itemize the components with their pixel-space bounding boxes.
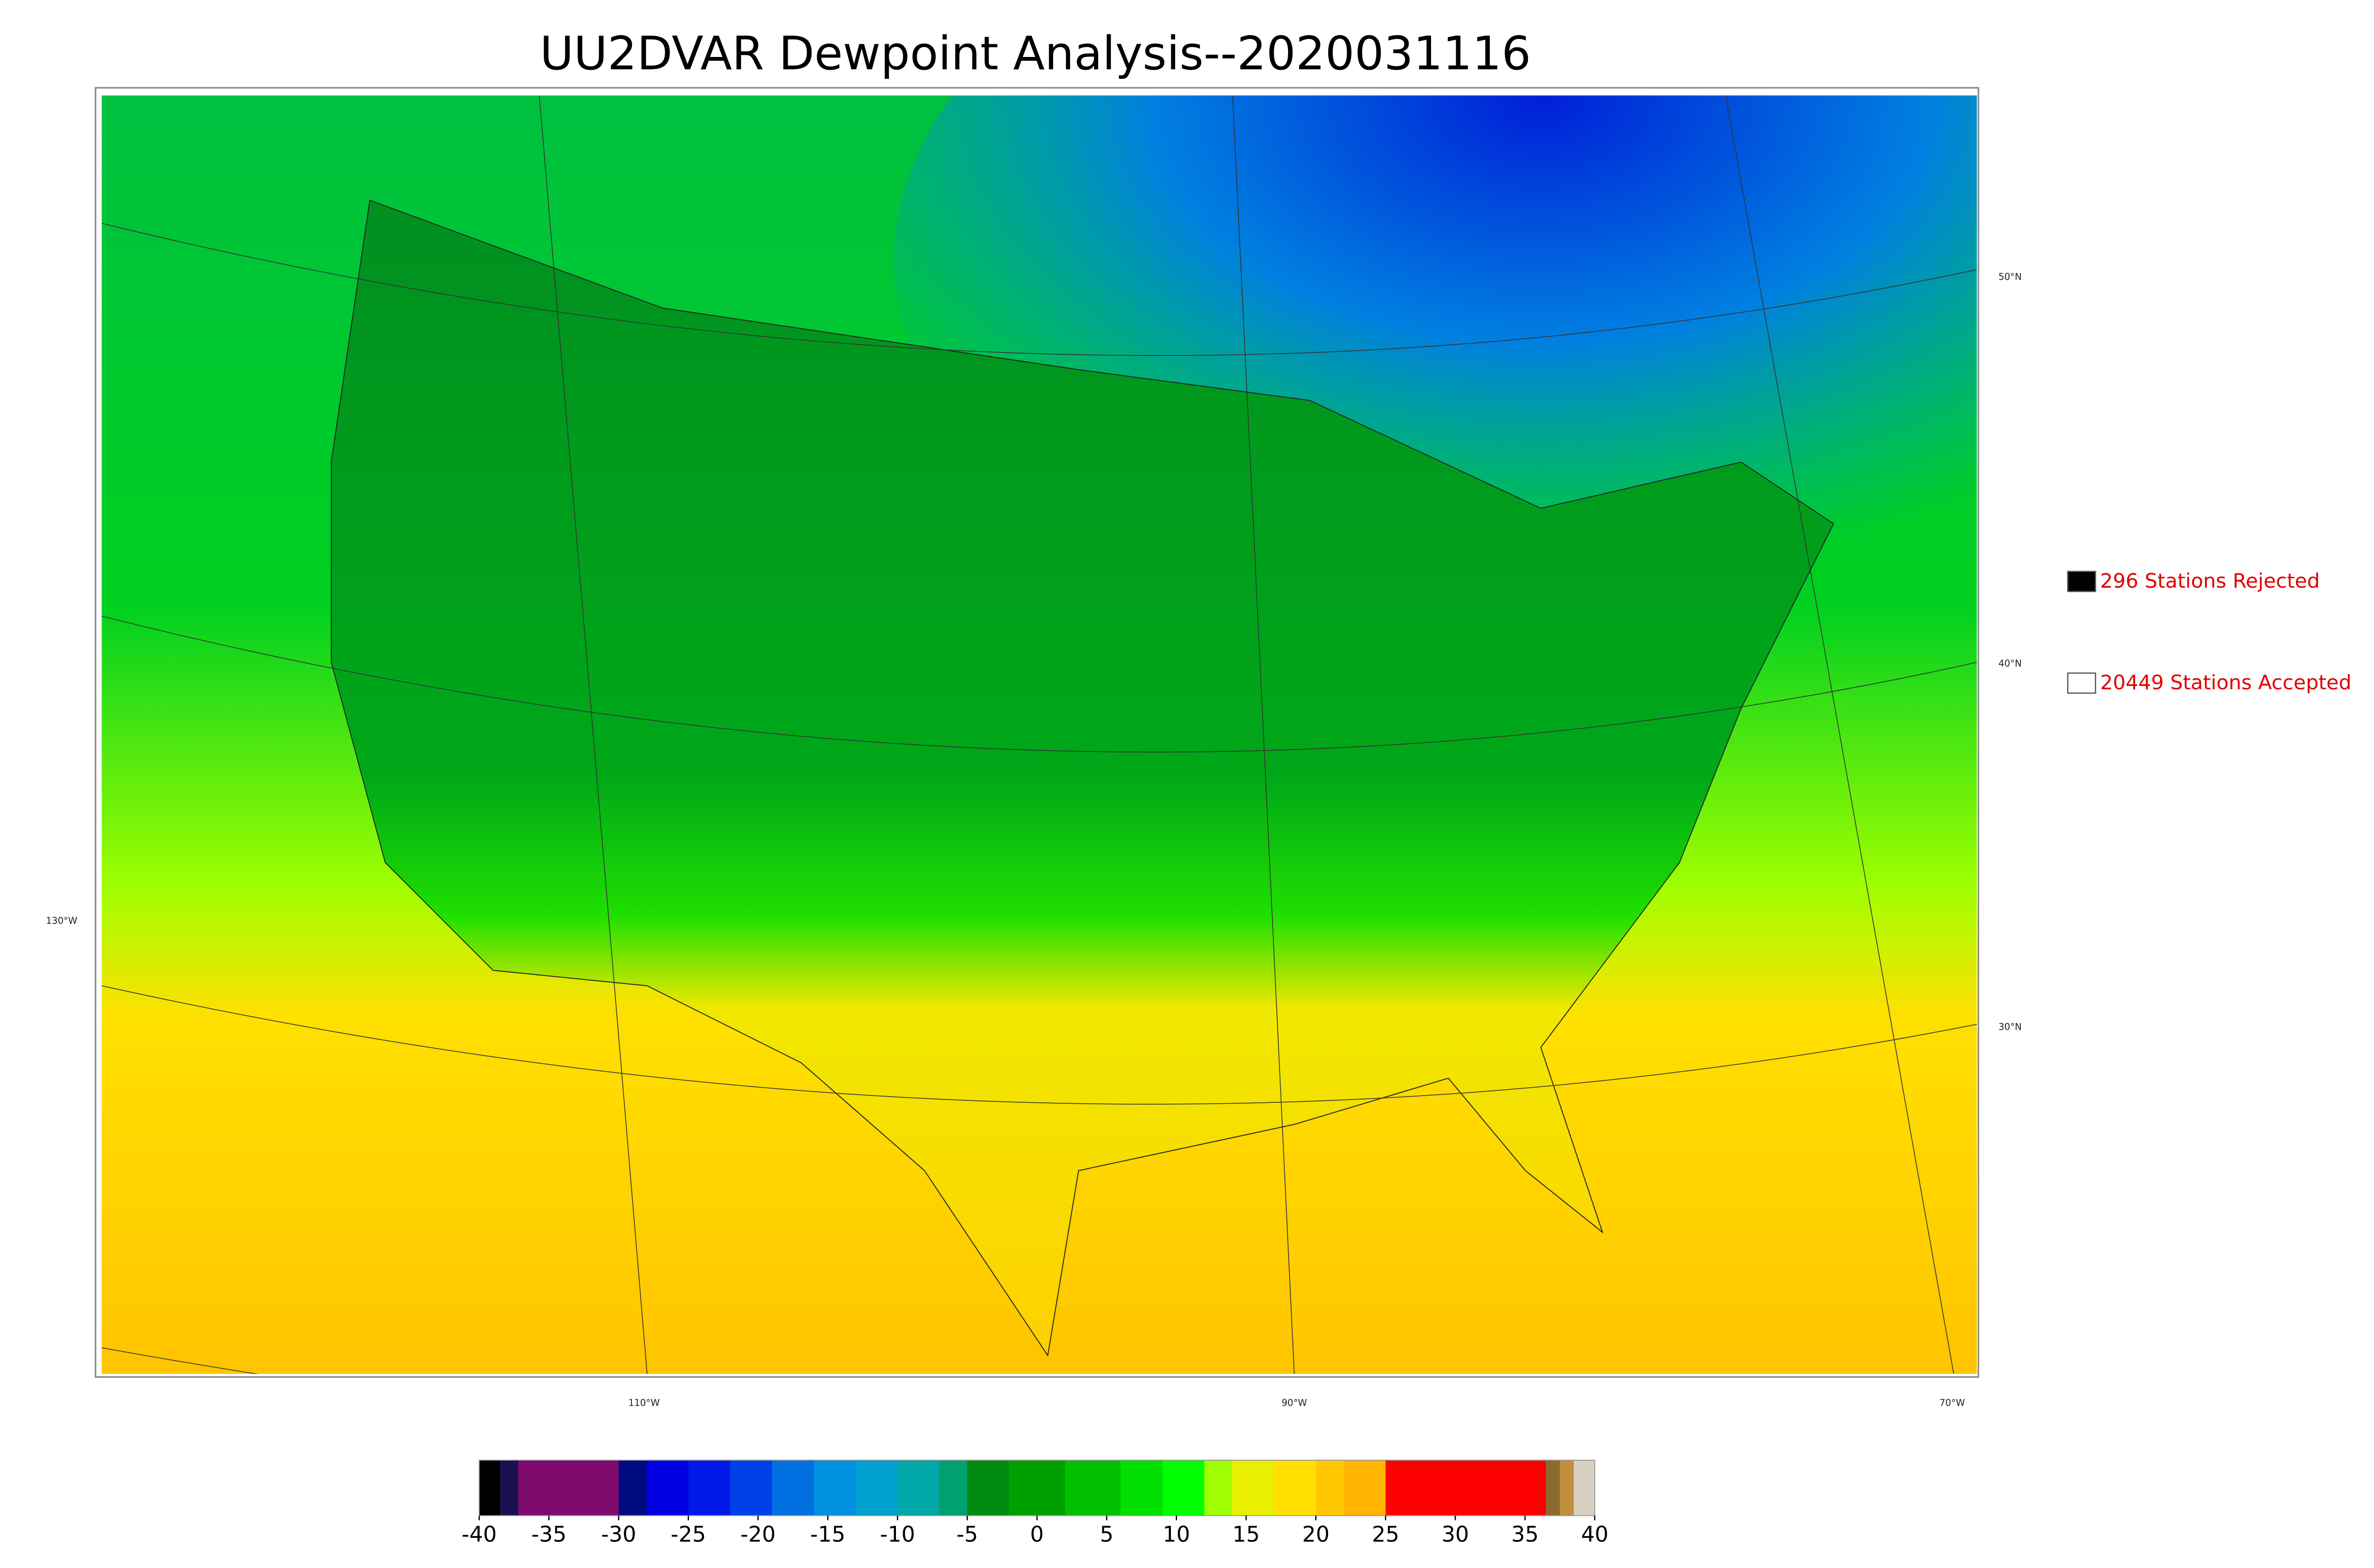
- colorbar-segment: [1573, 1460, 1595, 1516]
- colorbar-tick-label: 20: [1302, 1521, 1329, 1547]
- colorbar-tick-label: 0: [1030, 1521, 1044, 1547]
- lon-label: 110°W: [628, 1397, 659, 1408]
- lat-label: 40°N: [1998, 658, 2022, 669]
- colorbar-frame: [479, 1459, 1595, 1516]
- colorbar-segment: [1344, 1460, 1386, 1516]
- colorbar-tick-label: 30: [1441, 1521, 1469, 1547]
- colorbar-segment: [1316, 1460, 1345, 1516]
- colorbar-segment: [967, 1460, 1010, 1516]
- colorbar-segment: [1560, 1460, 1574, 1516]
- colorbar-tick-label: 35: [1511, 1521, 1539, 1547]
- colorbar-tick-label: -30: [601, 1521, 636, 1547]
- colorbar-tick-label: 25: [1372, 1521, 1399, 1547]
- colorbar-segment: [1162, 1460, 1205, 1516]
- map: [102, 95, 1977, 1374]
- graticule: [102, 95, 1977, 1374]
- colorbar-tick-label: -15: [810, 1521, 845, 1547]
- colorbar-tick-label: -5: [957, 1521, 978, 1547]
- colorbar-segment: [1385, 1460, 1546, 1516]
- colorbar-segment: [814, 1460, 857, 1516]
- legend-swatch: [2067, 571, 2096, 592]
- colorbar-tick-label: 10: [1163, 1521, 1190, 1547]
- colorbar-segment: [772, 1460, 815, 1516]
- colorbar-tick-label: 40: [1581, 1521, 1609, 1547]
- colorbar-segment: [1232, 1460, 1275, 1516]
- colorbar-segment: [856, 1460, 898, 1516]
- colorbar-segment: [730, 1460, 772, 1516]
- colorbar-segment: [500, 1460, 519, 1516]
- colorbar-segment: [939, 1460, 968, 1516]
- land: [330, 199, 1834, 1357]
- lon-label: 130°W: [46, 915, 77, 926]
- colorbar-tick-label: -25: [671, 1521, 706, 1547]
- legend-label: 20449 Stations Accepted: [2100, 671, 2351, 694]
- colorbar-segment: [479, 1460, 501, 1516]
- lon-label: 70°W: [1940, 1397, 1965, 1408]
- colorbar-tick-label: 15: [1233, 1521, 1260, 1547]
- colorbar-segment: [688, 1460, 731, 1516]
- colorbar-segment: [646, 1460, 689, 1516]
- lat-label: 50°N: [1998, 272, 2022, 282]
- colorbar: -40 -35 -30 -25 -20 -15 -10 -5 0 5 10 15 20 25 30 35 40: [462, 1459, 1609, 1547]
- title: UU2DVAR Dewpoint Analysis--2020031116: [540, 27, 1531, 80]
- colorbar-segment: [518, 1460, 619, 1516]
- lat-label: 30°N: [1998, 1022, 2022, 1033]
- legend: 296 Stations Rejected 20449 Stations Acce…: [2067, 569, 2352, 694]
- colorbar-segment: [1274, 1460, 1317, 1516]
- colorbar-tick-label: -35: [531, 1521, 566, 1547]
- legend-swatch: [2067, 672, 2096, 694]
- colorbar-tick-label: -40: [462, 1521, 497, 1547]
- lon-label: 90°W: [1281, 1397, 1307, 1408]
- colorbar-segment: [1204, 1460, 1233, 1516]
- colorbar-segment: [1121, 1460, 1163, 1516]
- colorbar-segment: [1545, 1460, 1561, 1516]
- graticule-labels: 50°N 40°N 30°N 130°W 110°W 90°W 70°W: [46, 272, 2022, 1408]
- colorbar-tick-label: -20: [741, 1521, 776, 1547]
- legend-label: 296 Stations Rejected: [2100, 569, 2320, 592]
- colorbar-tick-label: -10: [880, 1521, 915, 1547]
- colorbar-segment: [1009, 1460, 1065, 1516]
- colorbar-segment: [618, 1460, 647, 1516]
- colorbar-segment: [897, 1460, 940, 1516]
- colorbar-tick-label: 5: [1100, 1521, 1113, 1547]
- colorbar-segment: [1065, 1460, 1121, 1516]
